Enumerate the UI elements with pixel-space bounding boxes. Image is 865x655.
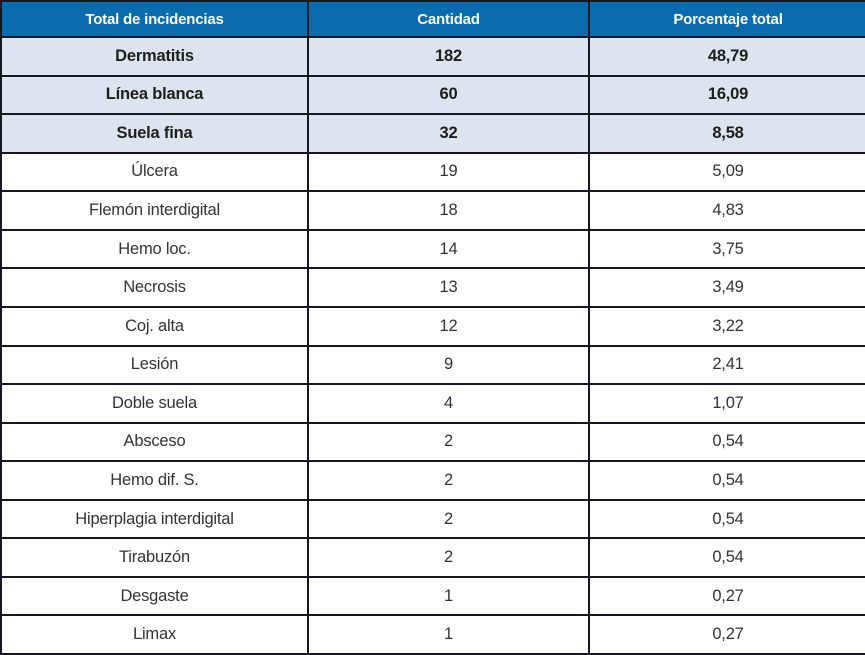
cell-cantidad: 4 <box>307 383 590 424</box>
cell-label: Dermatitis <box>0 36 309 77</box>
table-row: Hiperplagia interdigital 2 0,54 <box>0 498 865 540</box>
cell-label: Tirabuzón <box>0 537 309 578</box>
cell-label: Doble suela <box>0 383 309 424</box>
cell-label: Úlcera <box>0 151 309 193</box>
cell-cantidad: 2 <box>307 537 590 578</box>
cell-cantidad: 9 <box>307 344 590 386</box>
cell-porcentaje: 0,54 <box>588 537 865 578</box>
cell-label: Flemón interdigital <box>0 190 309 231</box>
table-row: Lesión 9 2,41 <box>0 344 865 386</box>
cell-label: Lesión <box>0 344 309 386</box>
table-row: Úlcera 19 5,09 <box>0 151 865 193</box>
table-row: Tirabuzón 2 0,54 <box>0 537 865 578</box>
cell-label: Coj. alta <box>0 305 309 347</box>
column-header-total-incidencias: Total de incidencias <box>0 0 309 38</box>
table-body: Dermatitis 182 48,79 Línea blanca 60 16,… <box>0 36 865 655</box>
cell-cantidad: 2 <box>307 498 590 540</box>
cell-label: Limax <box>0 614 309 655</box>
table-row: Desgaste 1 0,27 <box>0 575 865 617</box>
cell-label: Hemo dif. S. <box>0 460 309 501</box>
table-row: Flemón interdigital 18 4,83 <box>0 190 865 231</box>
table-row: Doble suela 4 1,07 <box>0 383 865 424</box>
cell-cantidad: 182 <box>307 36 590 77</box>
cell-cantidad: 60 <box>307 74 590 116</box>
cell-label: Hemo loc. <box>0 228 309 270</box>
cell-cantidad: 1 <box>307 614 590 655</box>
cell-porcentaje: 0,27 <box>588 614 865 655</box>
table-row: Suela fina 32 8,58 <box>0 113 865 154</box>
cell-cantidad: 18 <box>307 190 590 231</box>
header-row: Total de incidencias Cantidad Porcentaje… <box>0 0 865 38</box>
cell-porcentaje: 2,41 <box>588 344 865 386</box>
cell-cantidad: 1 <box>307 575 590 617</box>
cell-cantidad: 12 <box>307 305 590 347</box>
table-row: Línea blanca 60 16,09 <box>0 74 865 116</box>
table-row: Absceso 2 0,54 <box>0 421 865 463</box>
cell-porcentaje: 3,22 <box>588 305 865 347</box>
cell-label: Desgaste <box>0 575 309 617</box>
cell-cantidad: 32 <box>307 113 590 154</box>
cell-cantidad: 2 <box>307 460 590 501</box>
table-header: Total de incidencias Cantidad Porcentaje… <box>0 0 865 38</box>
cell-porcentaje: 4,83 <box>588 190 865 231</box>
cell-cantidad: 13 <box>307 267 590 308</box>
cell-label: Línea blanca <box>0 74 309 116</box>
column-header-cantidad: Cantidad <box>307 0 590 38</box>
cell-label: Necrosis <box>0 267 309 308</box>
cell-porcentaje: 16,09 <box>588 74 865 116</box>
cell-cantidad: 19 <box>307 151 590 193</box>
cell-cantidad: 2 <box>307 421 590 463</box>
table-row: Hemo loc. 14 3,75 <box>0 228 865 270</box>
cell-porcentaje: 48,79 <box>588 36 865 77</box>
cell-porcentaje: 8,58 <box>588 113 865 154</box>
cell-porcentaje: 0,54 <box>588 460 865 501</box>
cell-porcentaje: 3,49 <box>588 267 865 308</box>
table-row: Dermatitis 182 48,79 <box>0 36 865 77</box>
table-row: Limax 1 0,27 <box>0 614 865 655</box>
cell-label: Suela fina <box>0 113 309 154</box>
cell-porcentaje: 0,54 <box>588 498 865 540</box>
table-row: Necrosis 13 3,49 <box>0 267 865 308</box>
column-header-porcentaje-total: Porcentaje total <box>588 0 865 38</box>
cell-cantidad: 14 <box>307 228 590 270</box>
cell-label: Absceso <box>0 421 309 463</box>
cell-porcentaje: 0,54 <box>588 421 865 463</box>
cell-porcentaje: 1,07 <box>588 383 865 424</box>
table-row: Coj. alta 12 3,22 <box>0 305 865 347</box>
cell-porcentaje: 5,09 <box>588 151 865 193</box>
table-row: Hemo dif. S. 2 0,54 <box>0 460 865 501</box>
cell-porcentaje: 3,75 <box>588 228 865 270</box>
cell-porcentaje: 0,27 <box>588 575 865 617</box>
cell-label: Hiperplagia interdigital <box>0 498 309 540</box>
